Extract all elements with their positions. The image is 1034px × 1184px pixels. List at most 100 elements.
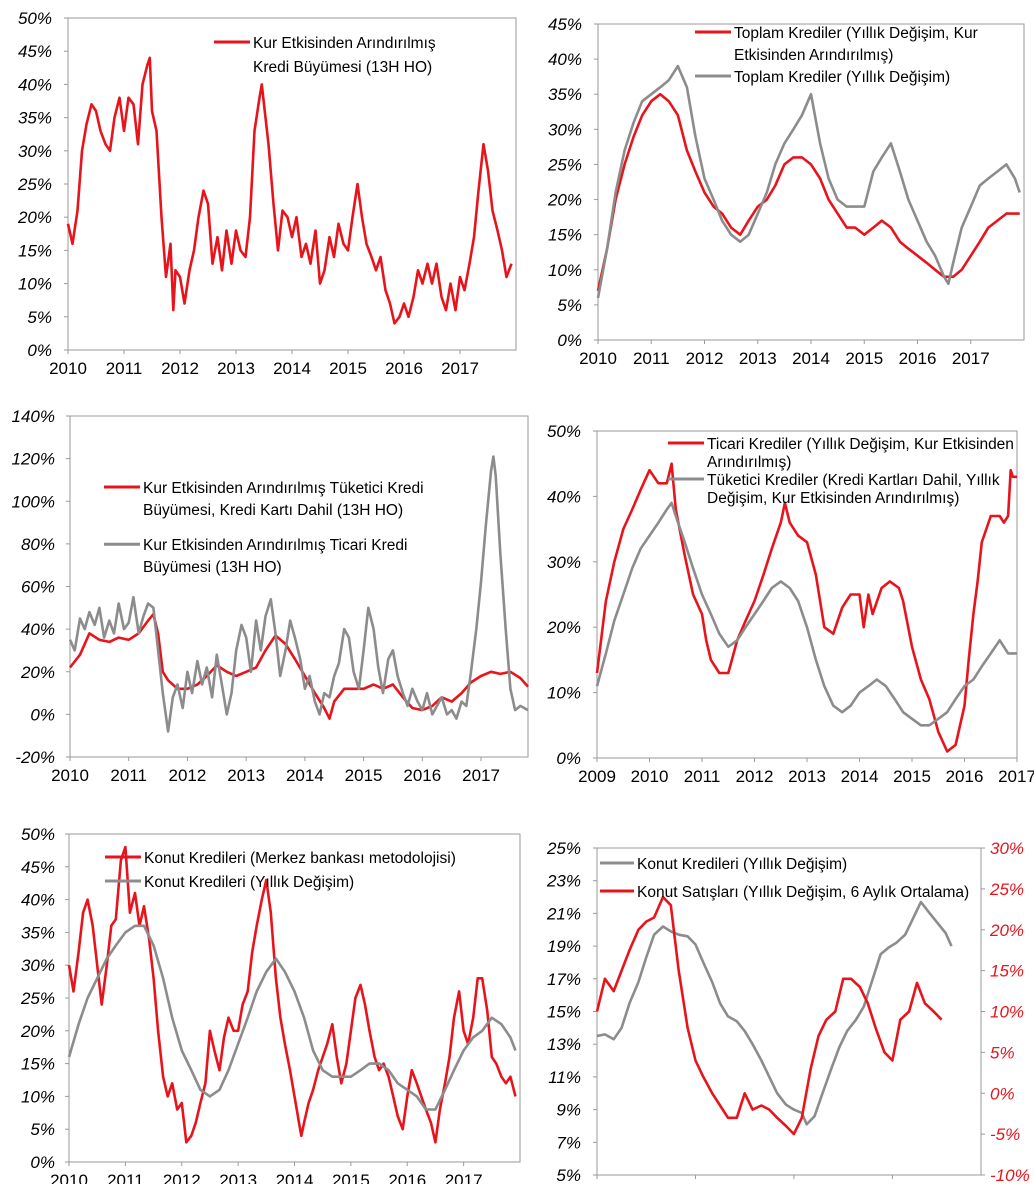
- y2-tick-label: 5%: [990, 1043, 1015, 1062]
- y-tick-label: 15%: [21, 1055, 55, 1074]
- chart-panel-3: -20% 0% 20% 40% 60% 80% 100% 120% 140% 2010 2011 20…: [12, 407, 529, 785]
- y-tick-label: 15%: [18, 241, 52, 260]
- y-tick-label: 35%: [21, 923, 55, 942]
- x-tick-label: 2011: [106, 359, 143, 378]
- y-tick-label: 15%: [548, 226, 582, 245]
- y-tick-label: 17%: [547, 970, 581, 989]
- x-tick-label: 2013: [219, 1171, 257, 1184]
- legend-label: Arındırılmış): [707, 454, 791, 471]
- series-line-red: [67, 845, 517, 1144]
- y-tick-label: 10%: [18, 275, 52, 294]
- series-line-gray: [68, 455, 529, 733]
- x-tick-label: 2016: [403, 766, 441, 785]
- y-tick-label: 23%: [546, 872, 581, 891]
- legend-label: Etkisinden Arındırılmış): [734, 47, 893, 64]
- legend-label: Konut Kredileri (Yıllık Değişim): [144, 874, 354, 891]
- series-line-gray: [596, 64, 1021, 299]
- x-tick-label: 2012: [161, 359, 199, 378]
- y-tick-label: 120%: [12, 450, 55, 469]
- legend-label: Konut Kredileri (Merkez bankası metodolo…: [144, 850, 456, 867]
- series-line-red: [595, 895, 943, 1136]
- chart-panel-4: 0% 10% 20% 30% 40% 50% 2009 2010 2011 2012 2013 201…: [546, 422, 1034, 786]
- y-tick-label: 40%: [18, 75, 52, 94]
- y-tick-label: 10%: [548, 261, 582, 280]
- y-tick-label: 45%: [548, 15, 582, 34]
- legend-label: Ticari Krediler (Yıllık Değişim, Kur Etk…: [707, 436, 1014, 453]
- x-tick-label: 2010: [51, 766, 89, 785]
- y-tick-label: 10%: [547, 684, 581, 703]
- y-tick-label: 20%: [20, 663, 55, 682]
- x-tick-label: 2013: [788, 767, 826, 786]
- chart-panel-6: 5% 7% 9% 11% 13% 15% 17% 19% 21% 23% 25% -10% -5% 0% 5…: [546, 839, 1030, 1184]
- y-tick-label: 20%: [20, 1022, 55, 1041]
- x-tick-label: 2015: [845, 349, 883, 368]
- series-line-red: [595, 462, 1017, 753]
- y-tick-label: 45%: [21, 858, 55, 877]
- legend-label: Kur Etkisinden Arındırılmış: [253, 35, 436, 52]
- x-tick-label: 2010: [579, 349, 617, 368]
- x-tick-label: 2010: [50, 1171, 88, 1184]
- y-tick-label: 0%: [30, 1153, 55, 1172]
- x-tick-label: 2012: [169, 766, 207, 785]
- x-tick-label: 2015: [329, 359, 367, 378]
- y-tick-label: 30%: [548, 120, 582, 139]
- y-tick-label: 60%: [21, 578, 55, 597]
- legend-label: Değişim, Kur Etkisinden Arındırılmış): [707, 490, 959, 507]
- x-tick-label: 2016: [946, 767, 984, 786]
- y-tick-label: 10%: [21, 1087, 55, 1106]
- y-tick-label: 35%: [548, 85, 582, 104]
- y2-tick-label: 20%: [989, 921, 1024, 940]
- legend-label: Toplam Krediler (Yıllık Değişim, Kur: [734, 25, 978, 42]
- series-line-red: [68, 612, 529, 720]
- chart-panel-2: 0% 5% 10% 15% 20% 25% 30% 35% 40% 45% 2010 2011 2012…: [547, 15, 1025, 368]
- y2-tick-label: 15%: [990, 962, 1024, 981]
- x-tick-label: 2017: [441, 359, 479, 378]
- y-tick-label: 20%: [546, 618, 581, 637]
- x-tick-label: 2011: [110, 766, 147, 785]
- y-tick-label: 5%: [557, 296, 582, 315]
- x-tick-label: 2013: [227, 766, 265, 785]
- series-line-gray: [595, 501, 1017, 727]
- series-line-gray: [67, 924, 517, 1111]
- legend-label: Kur Etkisinden Arındırılmış Ticari Kredi: [143, 537, 407, 554]
- y-tick-label: 40%: [547, 487, 581, 506]
- y2-tick-label: -10%: [990, 1166, 1030, 1184]
- y-tick-label: 0%: [556, 749, 581, 768]
- x-tick-label: 2011: [633, 349, 670, 368]
- x-tick-label: 2015: [893, 767, 931, 786]
- y-tick-label: 30%: [547, 553, 581, 572]
- y2-tick-label: -5%: [990, 1125, 1020, 1144]
- x-tick-label: 2012: [686, 349, 724, 368]
- y-tick-label: 25%: [17, 175, 52, 194]
- series-line-gray: [596, 900, 953, 1126]
- legend-label: Kredi Büyümesi (13H HO): [253, 59, 432, 76]
- y-tick-label: 11%: [548, 1068, 581, 1087]
- x-tick-label: 2013: [217, 359, 255, 378]
- x-tick-label: 2011: [684, 767, 721, 786]
- x-tick-label: 2016: [899, 349, 937, 368]
- x-tick-label: 2010: [49, 359, 87, 378]
- x-tick-label: 2017: [998, 767, 1034, 786]
- legend-label: Konut Kredileri (Yıllık Değişim): [637, 856, 847, 873]
- x-tick-label: 2015: [332, 1171, 370, 1184]
- x-tick-label: 2014: [841, 767, 879, 786]
- y-tick-label: 45%: [18, 42, 52, 61]
- legend-label: Büyümesi, Kredi Kartı Dahil (13H HO): [143, 502, 403, 519]
- y-tick-label: 13%: [547, 1035, 581, 1054]
- series-line-red: [66, 56, 513, 325]
- y-tick-label: 9%: [556, 1101, 581, 1120]
- y2-tick-label: 30%: [990, 839, 1024, 858]
- y-tick-label: 5%: [30, 1120, 55, 1139]
- x-tick-label: 2009: [578, 767, 616, 786]
- y-tick-label: 30%: [21, 956, 55, 975]
- legend-label: Konut Satışları (Yıllık Değişim, 6 Aylık…: [637, 884, 969, 901]
- y-tick-label: 20%: [17, 208, 52, 227]
- y-tick-label: 5%: [27, 308, 52, 327]
- y-tick-label: -20%: [15, 748, 55, 767]
- y-tick-label: 40%: [21, 891, 55, 910]
- y-tick-label: 20%: [547, 191, 582, 210]
- y-tick-label: 50%: [18, 9, 52, 28]
- legend-label: Tüketici Krediler (Kredi Kartları Dahil,…: [707, 472, 1000, 489]
- x-tick-label: 2010: [631, 767, 669, 786]
